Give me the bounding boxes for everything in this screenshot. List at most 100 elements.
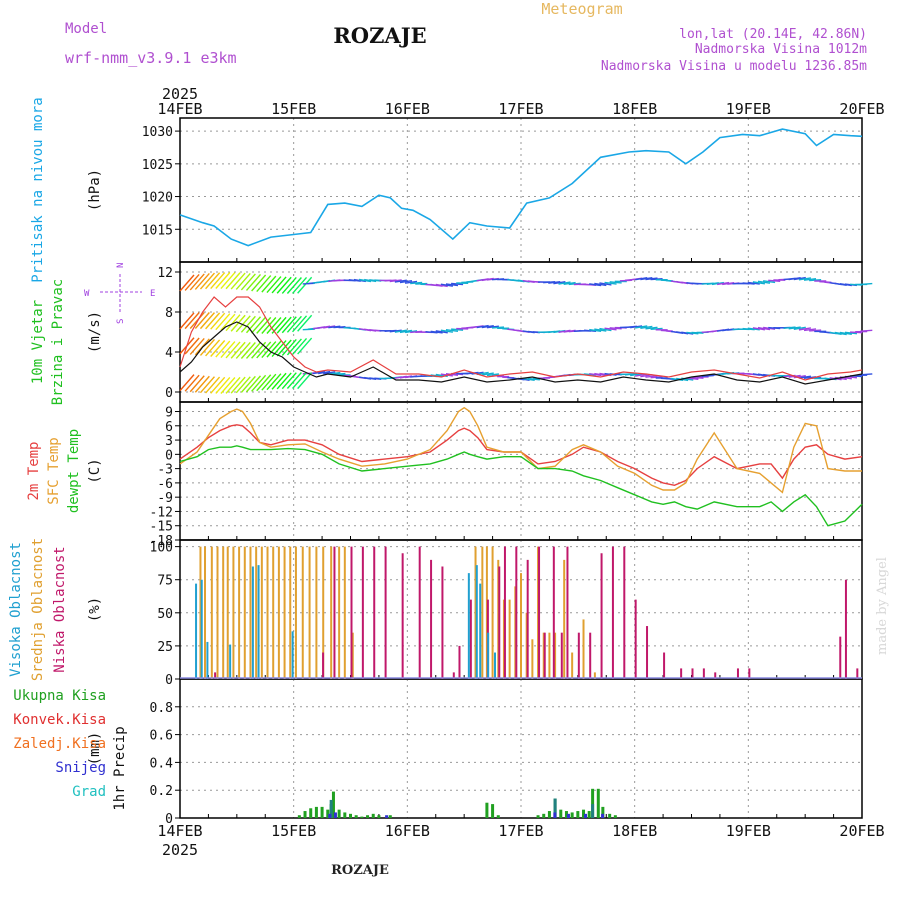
- top-date-label: 20FEB: [839, 100, 884, 118]
- total-precip-bar: [326, 809, 330, 818]
- y-tick-label: 75: [157, 574, 173, 589]
- y-tick-label: 0: [165, 812, 173, 827]
- wind-barb: [281, 276, 297, 294]
- snow-precip-bar: [328, 813, 332, 818]
- wind-barb: [445, 283, 459, 287]
- pressure-ylabel: Pritisak na nivou mora: [30, 97, 46, 282]
- y-tick-label: -12: [150, 505, 173, 520]
- y-tick-label: 8: [165, 306, 173, 321]
- panel-labels: (hPa) (m/s) (C) (%) (mm) Pritisak na nivou mo…: [8, 97, 155, 810]
- top-date-label: 18FEB: [612, 100, 657, 118]
- chart-title: ROZAJE: [333, 23, 426, 48]
- wind-barb: [240, 315, 256, 333]
- wind-barb: [793, 276, 806, 281]
- y-tick-label: 3: [165, 434, 173, 449]
- wind-barb: [645, 326, 658, 330]
- wind-barb: [742, 282, 755, 285]
- wind-barb: [205, 312, 221, 330]
- wind-barb: [747, 327, 760, 331]
- wind-barb: [809, 329, 822, 332]
- bottom-date-label: 15FEB: [271, 822, 316, 840]
- bottom-date-label: 19FEB: [726, 822, 771, 840]
- wind-barb: [297, 276, 313, 294]
- meteogram-label: Meteogram: [541, 0, 622, 18]
- y-tick-label: 0.6: [150, 729, 173, 744]
- wind-barb: [240, 375, 256, 393]
- wind-barb: [553, 281, 566, 285]
- wind-barb: [220, 341, 236, 358]
- wind-barb: [286, 315, 302, 333]
- wind-barb: [752, 327, 765, 331]
- wind-barb: [245, 341, 262, 359]
- wind-barb: [205, 272, 221, 290]
- wind-barb: [179, 374, 195, 392]
- y-tick-label: 100: [150, 541, 173, 556]
- wind-barb: [548, 280, 561, 284]
- y-tick-label: 0: [165, 386, 173, 401]
- wind-barb: [184, 312, 200, 330]
- wind-barb: [184, 273, 200, 291]
- wind-barb: [358, 278, 372, 283]
- footer-title: ROZAJE: [331, 863, 389, 878]
- y-tick-label: 0.4: [150, 756, 174, 771]
- total-precip-bar: [360, 816, 364, 818]
- wind-barb: [240, 273, 256, 291]
- compass-n: N: [116, 263, 126, 268]
- wind-barb: [640, 325, 653, 330]
- snow-precip-bar: [566, 813, 570, 818]
- wind-barb: [220, 272, 236, 290]
- wind-barb: [670, 377, 684, 382]
- wind-barb: [451, 328, 464, 331]
- compass-w: W: [84, 289, 90, 299]
- wind-barb: [210, 272, 226, 290]
- wind-barb: [404, 280, 418, 284]
- wind-barb: [798, 375, 812, 379]
- bottom-date-label: 14FEB: [157, 822, 202, 840]
- wind-barb: [317, 370, 331, 375]
- wind-barb: [194, 272, 210, 290]
- model-elevation-text: Nadmorska Visina u modelu 1236.85m: [601, 59, 867, 74]
- y-tick-label: 0.2: [150, 784, 173, 799]
- wind-barb: [179, 274, 195, 292]
- precip-legend-item: Grad: [72, 784, 106, 800]
- wind-barb: [276, 372, 292, 390]
- top-date-label: 14FEB: [157, 100, 202, 118]
- y-tick-label: -9: [157, 491, 173, 506]
- top-date-axis: 14FEB 15FEB 16FEB 17FEB 18FEB 19FEB 20FEB: [157, 100, 884, 118]
- wind-barb: [440, 329, 453, 333]
- wind-barb: [445, 328, 459, 332]
- total-precip-bar: [542, 813, 546, 818]
- total-precip-bar: [496, 815, 500, 818]
- total-precip-bar: [576, 811, 580, 818]
- bottom-date-label: 20FEB: [839, 822, 884, 840]
- wind-barb: [803, 328, 817, 332]
- wind-barb: [210, 340, 226, 357]
- wind-barb: [522, 377, 535, 381]
- temperature-ylabel: 2m Temp: [26, 441, 42, 500]
- wind-barb: [281, 339, 297, 356]
- hail-precip-bar: [553, 798, 557, 818]
- wind-barb: [199, 376, 215, 394]
- wind-barb: [752, 281, 765, 285]
- wind-barb: [435, 283, 448, 288]
- total-precip-bar: [337, 809, 341, 818]
- total-precip-bar: [371, 813, 375, 818]
- y-tick-label: 6: [165, 420, 173, 435]
- wind-barb: [860, 282, 873, 286]
- wind-barb: [839, 331, 852, 335]
- wind-barb: [199, 272, 215, 290]
- wind-barb: [630, 325, 643, 329]
- wind-barb: [245, 375, 262, 393]
- wind-barb: [271, 372, 287, 390]
- wind-barb: [860, 329, 873, 332]
- wind-barb: [312, 371, 326, 375]
- wind-speed-line: [179, 321, 863, 385]
- wind-barb: [435, 330, 448, 334]
- wind-barb: [205, 339, 221, 357]
- wind-barb: [763, 280, 776, 284]
- wind-barb: [599, 282, 612, 286]
- wind-barb: [589, 373, 602, 377]
- total-precip-bar: [331, 791, 335, 818]
- wind-barb: [860, 373, 873, 376]
